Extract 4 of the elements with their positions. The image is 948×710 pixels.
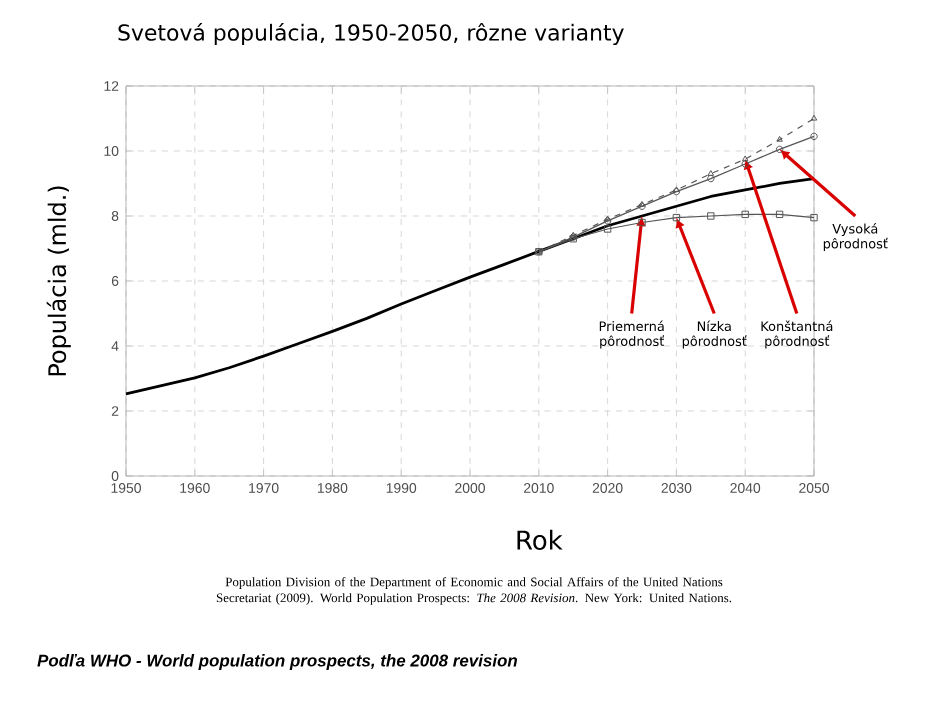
y-axis-title: Populácia (mld.) (46, 186, 71, 376)
chart-title: Svetová populácia, 1950-2050, rôzne varianty (118, 22, 624, 46)
text: Podľa WHO - World population prospects, the 2008 revision (37, 654, 518, 670)
x-axis-title: Rok (517, 529, 563, 550)
